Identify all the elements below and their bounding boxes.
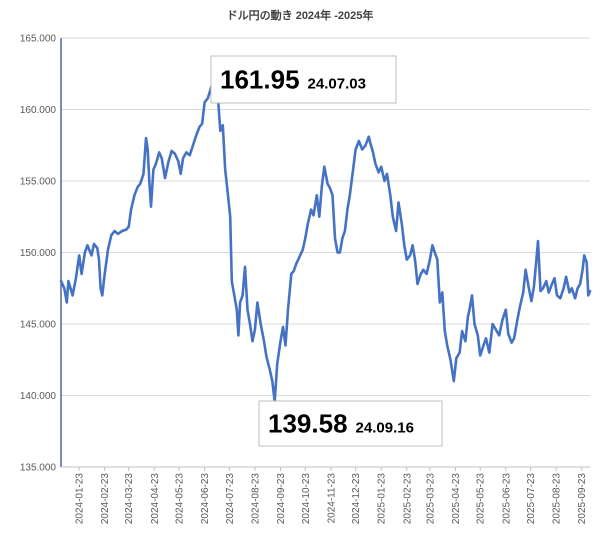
annotation-box: [210, 55, 397, 104]
annotation-text: 161.95 24.07.03: [220, 65, 366, 95]
annotation-text: 139.58 24.09.16: [268, 409, 414, 439]
x-tick-label: 2024-08-23: [250, 473, 261, 525]
x-tick-label: 2024-05-23: [175, 473, 186, 525]
series-layer: [59, 80, 592, 403]
y-axis-ticks: 135.000 140.000 145.000 150.000 155.000 160.0…: [20, 34, 57, 474]
x-tick-label: 2024-09-23: [276, 473, 287, 525]
x-tick-label: 2025-01-23: [377, 473, 388, 525]
annotation-callout: 139.58 24.09.16: [258, 400, 443, 447]
x-tick-label: 2024-10-23: [301, 473, 312, 525]
x-tick-label: 2025-04-23: [451, 473, 462, 525]
x-tick-label: 2024-12-23: [351, 473, 362, 525]
x-tick-label: 2025-08-23: [552, 473, 563, 525]
x-tick-label: 2025-06-23: [501, 473, 512, 525]
x-tick-label: 2025-03-23: [425, 473, 436, 525]
annotation-value: 139.58: [268, 409, 348, 439]
x-tick-label: 2024-11-23: [326, 473, 337, 524]
annotation-layer: 161.95 24.07.03 139.58 24.09.16: [210, 55, 443, 447]
x-tick-label: 2024-01-23: [75, 473, 86, 525]
annotation-date: 24.09.16: [356, 420, 414, 437]
y-tick-label: 150.000: [20, 248, 57, 259]
x-tick-label: 2025-05-23: [476, 473, 487, 525]
x-tick-label: 2024-02-23: [100, 473, 111, 525]
x-tick-label: 2025-09-23: [577, 473, 588, 525]
y-tick-label: 160.000: [20, 105, 57, 116]
x-tick-label: 2024-07-23: [225, 473, 236, 525]
annotation-box: [258, 400, 443, 447]
x-tick-label: 2024-04-23: [150, 473, 161, 525]
annotation-date: 24.07.03: [308, 76, 366, 93]
annotation-value: 161.95: [220, 65, 300, 95]
x-tick-label: 2024-03-23: [124, 473, 135, 525]
chart-title: ドル円の動き 2024年 -2025年: [227, 8, 374, 22]
x-tick-label: 2024-06-23: [200, 473, 211, 525]
y-tick-label: 140.000: [20, 391, 57, 402]
y-tick-label: 145.000: [20, 320, 57, 331]
y-tick-label: 165.000: [20, 34, 57, 45]
x-tick-label: 2025-02-23: [402, 473, 413, 525]
y-tick-label: 135.000: [20, 463, 57, 474]
annotation-callout: 161.95 24.07.03: [210, 55, 397, 104]
series-line: [59, 80, 592, 403]
x-axis-ticks: 2024-01-23 2024-02-23 2024-03-23 2024-04-23…: [75, 467, 588, 525]
y-tick-label: 155.000: [20, 177, 57, 188]
x-tick-label: 2025-07-23: [526, 473, 537, 525]
